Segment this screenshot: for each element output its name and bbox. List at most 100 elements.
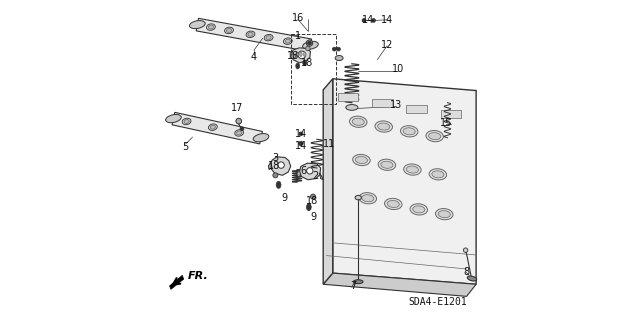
Circle shape xyxy=(307,40,313,46)
Ellipse shape xyxy=(429,132,441,140)
Text: 14: 14 xyxy=(362,15,374,26)
Polygon shape xyxy=(319,173,323,180)
Circle shape xyxy=(337,47,340,51)
Ellipse shape xyxy=(225,27,234,34)
Ellipse shape xyxy=(378,123,390,130)
Ellipse shape xyxy=(276,181,281,188)
Circle shape xyxy=(240,127,244,131)
Ellipse shape xyxy=(296,63,300,69)
Circle shape xyxy=(307,168,313,174)
Text: 2: 2 xyxy=(312,171,318,181)
Circle shape xyxy=(299,132,303,136)
Ellipse shape xyxy=(211,125,216,129)
Ellipse shape xyxy=(285,39,291,43)
Circle shape xyxy=(236,118,242,124)
Text: 11: 11 xyxy=(323,139,335,149)
Ellipse shape xyxy=(346,105,358,110)
Text: 14: 14 xyxy=(295,141,307,151)
Polygon shape xyxy=(333,79,476,284)
Ellipse shape xyxy=(166,115,181,123)
Ellipse shape xyxy=(284,38,292,44)
Text: 18: 18 xyxy=(306,196,318,206)
Ellipse shape xyxy=(303,52,306,56)
Polygon shape xyxy=(170,275,184,289)
Circle shape xyxy=(372,19,376,22)
Text: 18: 18 xyxy=(301,58,314,68)
Text: 12: 12 xyxy=(381,40,393,50)
Circle shape xyxy=(278,162,284,168)
Ellipse shape xyxy=(296,52,298,56)
Ellipse shape xyxy=(353,280,363,284)
Ellipse shape xyxy=(303,60,307,66)
Circle shape xyxy=(299,141,303,146)
Ellipse shape xyxy=(237,131,242,135)
Ellipse shape xyxy=(209,124,217,131)
Ellipse shape xyxy=(435,209,453,220)
Text: 5: 5 xyxy=(182,142,189,152)
Circle shape xyxy=(273,173,278,178)
Bar xyxy=(291,34,336,104)
Text: 15: 15 xyxy=(440,118,452,128)
Ellipse shape xyxy=(253,133,269,142)
Circle shape xyxy=(308,41,312,45)
Text: 14: 14 xyxy=(381,15,393,26)
Text: 14: 14 xyxy=(295,129,307,139)
Ellipse shape xyxy=(403,128,415,135)
Ellipse shape xyxy=(307,204,311,211)
Polygon shape xyxy=(268,163,272,170)
Ellipse shape xyxy=(429,169,447,180)
Circle shape xyxy=(291,54,296,59)
Text: 16: 16 xyxy=(292,13,304,23)
Circle shape xyxy=(298,51,306,59)
Ellipse shape xyxy=(426,131,444,142)
Ellipse shape xyxy=(432,171,444,178)
Ellipse shape xyxy=(349,116,367,127)
Polygon shape xyxy=(300,163,321,180)
Polygon shape xyxy=(323,273,476,296)
Ellipse shape xyxy=(246,31,255,37)
Ellipse shape xyxy=(355,156,367,164)
Ellipse shape xyxy=(467,276,477,281)
Text: 17: 17 xyxy=(231,103,243,113)
Ellipse shape xyxy=(406,166,419,173)
Ellipse shape xyxy=(303,41,318,49)
Circle shape xyxy=(332,47,336,51)
Ellipse shape xyxy=(264,35,273,41)
Ellipse shape xyxy=(387,200,399,207)
Ellipse shape xyxy=(182,118,191,125)
Ellipse shape xyxy=(266,36,271,40)
Text: 1: 1 xyxy=(294,31,301,41)
Text: FR.: FR. xyxy=(188,271,209,281)
Circle shape xyxy=(362,19,366,22)
Text: 8: 8 xyxy=(463,267,470,276)
Polygon shape xyxy=(297,170,301,177)
Text: 18: 18 xyxy=(268,161,280,171)
Ellipse shape xyxy=(353,154,370,166)
Ellipse shape xyxy=(413,206,425,213)
Ellipse shape xyxy=(438,211,451,218)
Polygon shape xyxy=(196,18,312,52)
Text: 4: 4 xyxy=(251,52,257,62)
Ellipse shape xyxy=(378,159,396,170)
Text: 18: 18 xyxy=(287,52,299,61)
Text: 6: 6 xyxy=(300,166,306,176)
Text: 9: 9 xyxy=(310,212,316,222)
Ellipse shape xyxy=(184,119,189,124)
Ellipse shape xyxy=(300,52,302,56)
Text: 13: 13 xyxy=(390,100,403,110)
Ellipse shape xyxy=(335,55,343,60)
Ellipse shape xyxy=(235,130,244,136)
Ellipse shape xyxy=(404,164,421,175)
Circle shape xyxy=(463,248,468,252)
Polygon shape xyxy=(323,79,333,284)
Text: 9: 9 xyxy=(281,193,287,203)
Bar xyxy=(372,99,393,107)
Ellipse shape xyxy=(375,121,392,132)
Polygon shape xyxy=(271,157,291,175)
Ellipse shape xyxy=(248,32,253,36)
Circle shape xyxy=(306,46,310,51)
Text: 10: 10 xyxy=(392,64,404,74)
Ellipse shape xyxy=(385,198,402,210)
Ellipse shape xyxy=(362,195,374,202)
Ellipse shape xyxy=(381,161,393,168)
